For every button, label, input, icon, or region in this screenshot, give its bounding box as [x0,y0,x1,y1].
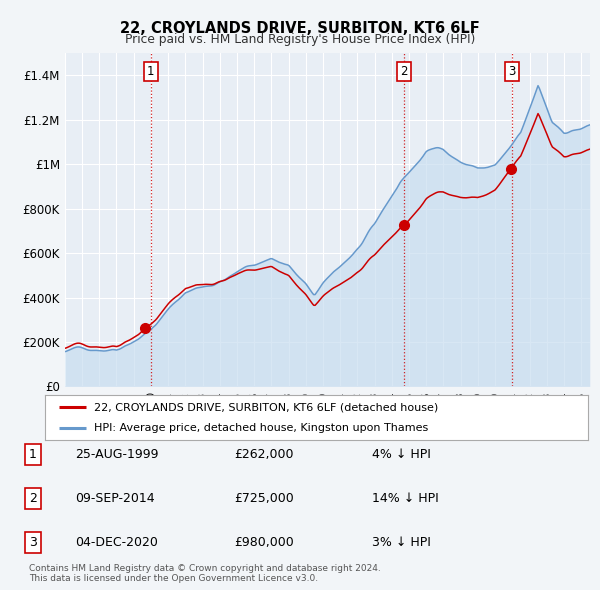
Text: 2: 2 [29,492,37,505]
Text: 1: 1 [147,65,155,78]
Text: 14% ↓ HPI: 14% ↓ HPI [372,492,439,505]
Text: 3: 3 [29,536,37,549]
Text: 09-SEP-2014: 09-SEP-2014 [75,492,155,505]
Text: 04-DEC-2020: 04-DEC-2020 [75,536,158,549]
Text: £725,000: £725,000 [234,492,294,505]
Text: 22, CROYLANDS DRIVE, SURBITON, KT6 6LF: 22, CROYLANDS DRIVE, SURBITON, KT6 6LF [120,21,480,35]
Text: 4% ↓ HPI: 4% ↓ HPI [372,448,431,461]
Text: 2: 2 [400,65,407,78]
Text: 3% ↓ HPI: 3% ↓ HPI [372,536,431,549]
Text: 22, CROYLANDS DRIVE, SURBITON, KT6 6LF (detached house): 22, CROYLANDS DRIVE, SURBITON, KT6 6LF (… [94,402,438,412]
Text: 1: 1 [29,448,37,461]
Text: 3: 3 [509,65,516,78]
Text: Contains HM Land Registry data © Crown copyright and database right 2024.
This d: Contains HM Land Registry data © Crown c… [29,563,380,583]
Text: £980,000: £980,000 [234,536,294,549]
Text: HPI: Average price, detached house, Kingston upon Thames: HPI: Average price, detached house, King… [94,422,428,432]
Text: £262,000: £262,000 [234,448,293,461]
Text: 25-AUG-1999: 25-AUG-1999 [75,448,158,461]
Text: Price paid vs. HM Land Registry's House Price Index (HPI): Price paid vs. HM Land Registry's House … [125,33,475,46]
